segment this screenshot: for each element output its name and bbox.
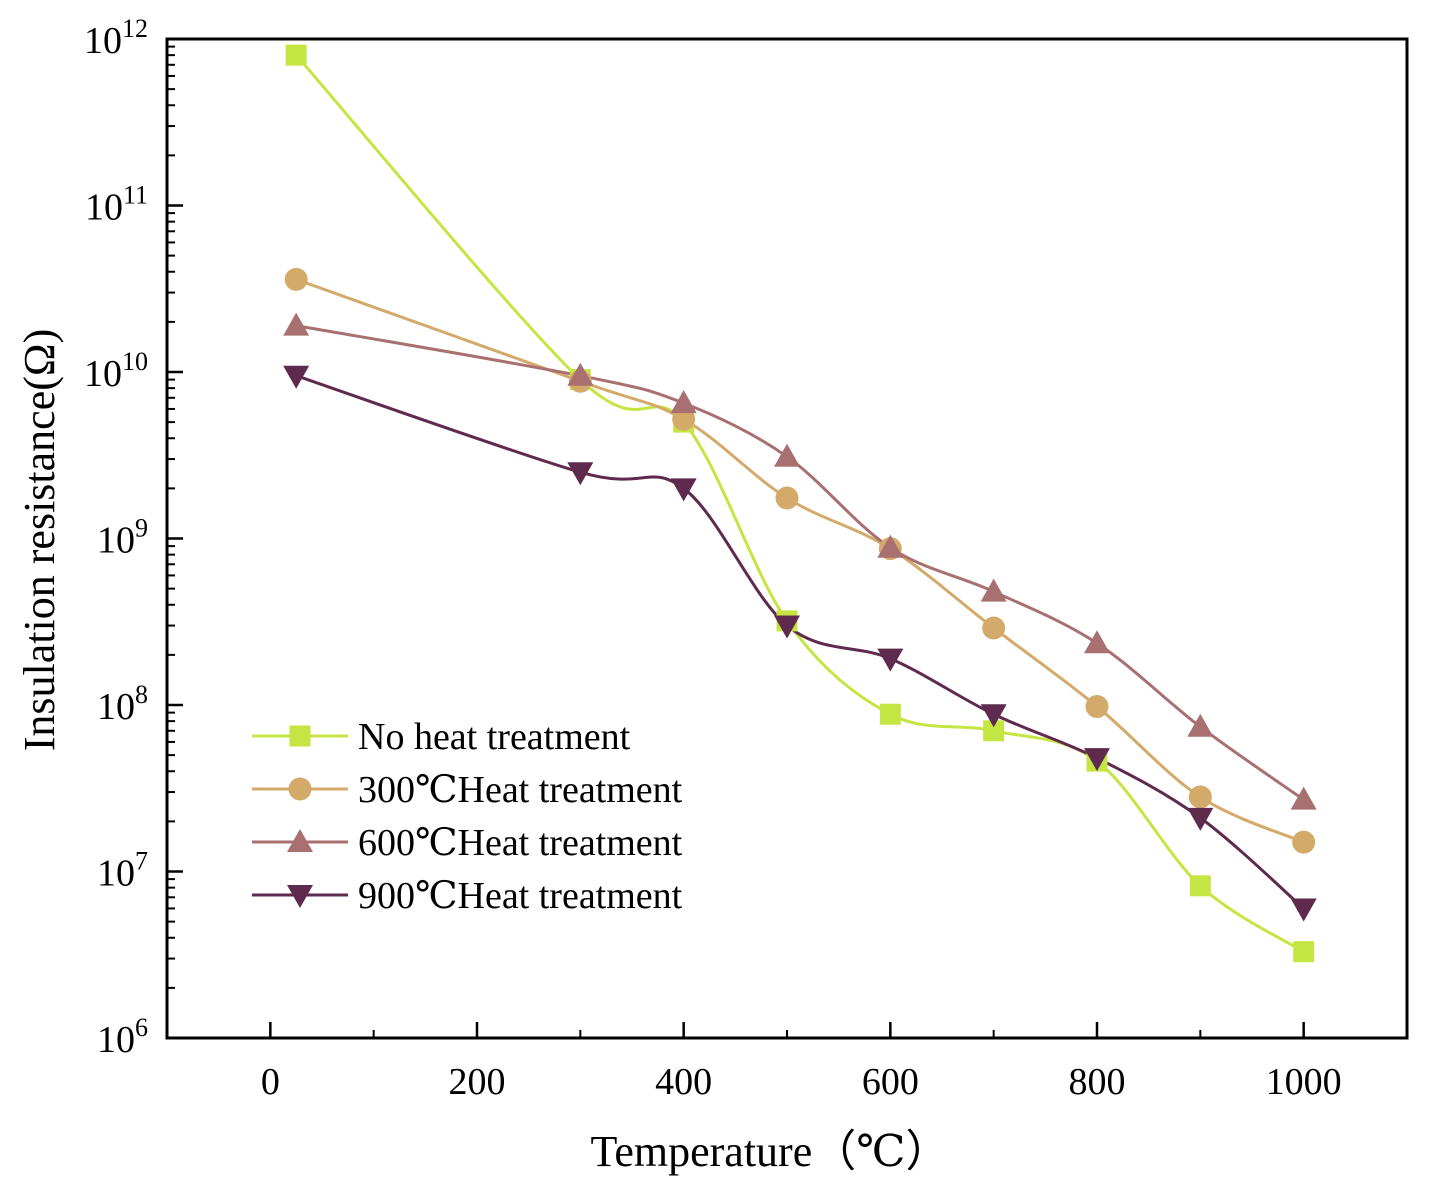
series-line-0 — [295, 54, 1305, 953]
data-point-series-3 — [1084, 748, 1110, 772]
y-tick-label: 109 — [97, 514, 148, 562]
data-point-series-3 — [670, 478, 697, 502]
data-point-series-1 — [284, 267, 308, 291]
y-tick-label: 108 — [97, 680, 148, 728]
series-markers — [283, 44, 1317, 963]
data-point-series-0 — [285, 44, 307, 66]
x-axis-title: Temperature（℃） — [591, 1127, 950, 1176]
legend-label-1: 300℃Heat treatment — [358, 769, 683, 811]
legend-label-3: 900℃Heat treatment — [358, 875, 683, 917]
data-point-series-1 — [775, 486, 799, 510]
y-tick-label: 107 — [97, 847, 148, 895]
x-tick-label: 1000 — [1266, 1061, 1342, 1103]
data-point-series-3 — [283, 365, 310, 389]
data-point-series-2 — [980, 578, 1007, 602]
plot-frame — [165, 37, 1409, 1040]
data-point-series-2 — [670, 390, 697, 414]
data-point-series-0 — [983, 720, 1005, 742]
data-point-series-1 — [672, 407, 696, 431]
x-tick-label: 800 — [1069, 1061, 1126, 1103]
data-point-series-1 — [1085, 694, 1109, 718]
data-point-series-2 — [877, 534, 904, 558]
legend-marker-0 — [289, 725, 311, 747]
data-point-series-3 — [567, 462, 594, 486]
data-point-series-3 — [877, 648, 904, 672]
data-point-series-2 — [1290, 786, 1317, 810]
data-point-series-2 — [567, 362, 594, 386]
data-point-series-2 — [283, 312, 310, 336]
x-tick-labels: 0 200 400 600 800 1000 — [261, 1061, 1342, 1103]
x-tick-label: 600 — [862, 1061, 919, 1103]
minor-ticks — [166, 45, 1408, 1038]
series-lines — [295, 54, 1305, 953]
data-point-series-0 — [1293, 941, 1315, 963]
legend: No heat treatment 300℃Heat treatment 600℃H… — [252, 716, 683, 917]
data-point-series-1 — [1292, 830, 1316, 854]
data-point-series-3 — [980, 704, 1007, 728]
legend-label-2: 600℃Heat treatment — [358, 822, 683, 864]
data-point-series-1 — [982, 616, 1006, 640]
data-point-series-2 — [1084, 630, 1110, 654]
legend-marker-1 — [288, 777, 312, 801]
legend-marker-3 — [287, 885, 313, 908]
data-point-series-2 — [774, 443, 800, 467]
data-point-series-0 — [879, 703, 901, 725]
y-tick-label: 1012 — [84, 14, 148, 62]
legend-label-0: No heat treatment — [358, 716, 631, 758]
x-tick-label: 200 — [449, 1061, 506, 1103]
major-ticks — [167, 37, 1305, 1040]
legend-marker-2 — [287, 829, 313, 852]
data-point-series-0 — [1189, 875, 1211, 897]
data-point-series-3 — [1187, 807, 1214, 831]
data-point-series-3 — [1290, 898, 1317, 922]
x-tick-label: 400 — [655, 1061, 712, 1103]
data-point-series-1 — [1188, 785, 1212, 809]
x-tick-label: 0 — [261, 1061, 280, 1103]
data-point-series-3 — [774, 615, 800, 639]
y-tick-label: 1010 — [84, 347, 148, 395]
y-tick-label: 106 — [97, 1013, 148, 1061]
y-tick-labels: 106 107 108 109 1010 1011 1012 — [84, 14, 148, 1061]
y-tick-label: 1011 — [85, 181, 148, 229]
y-axis-title: Insulation resistance(Ω) — [15, 329, 64, 751]
data-point-series-2 — [1187, 713, 1214, 737]
